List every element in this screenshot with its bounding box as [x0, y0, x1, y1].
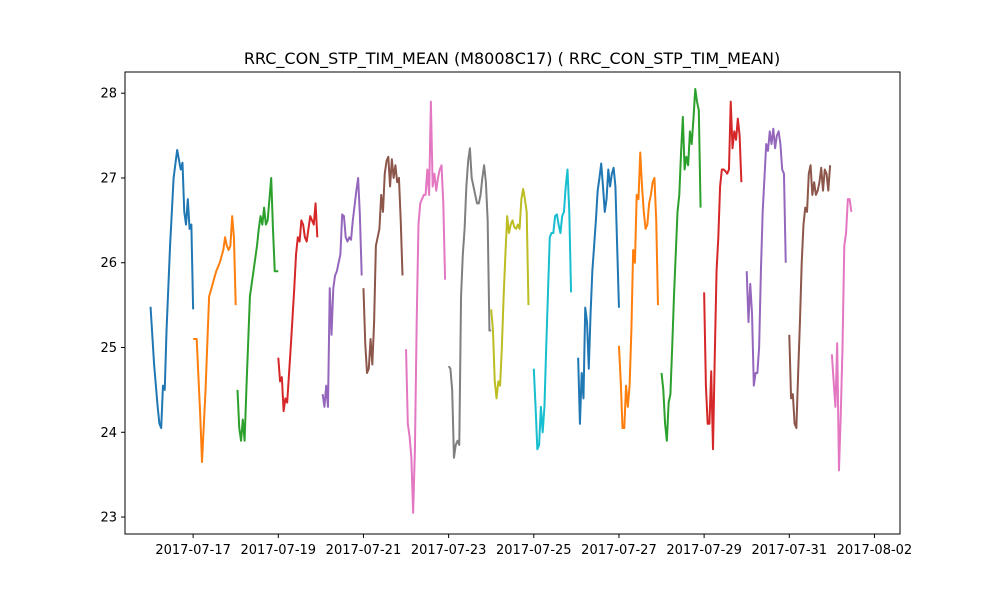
series-line-13 — [660, 87, 702, 442]
y-axis: 23 24 25 26 27 28 — [100, 87, 125, 526]
series-line-11 — [577, 162, 620, 425]
series-line-8 — [447, 147, 492, 459]
series-line-1 — [149, 148, 195, 430]
series-line-15 — [745, 127, 787, 387]
y-tick-label: 27 — [100, 171, 117, 186]
x-tick-label: 2017-07-23 — [411, 543, 487, 558]
x-tick-label: 2017-07-29 — [666, 543, 742, 558]
series-line-10 — [532, 168, 573, 451]
series-line-2 — [193, 215, 237, 463]
y-tick-label: 26 — [100, 256, 117, 271]
y-tick-label: 28 — [100, 87, 117, 102]
series-line-16 — [788, 164, 832, 430]
x-tick-label: 2017-07-19 — [241, 543, 317, 558]
series-line-14 — [703, 100, 743, 451]
x-tick-label: 2017-07-21 — [326, 543, 402, 558]
series-line-3 — [236, 176, 279, 442]
x-tick-label: 2017-07-17 — [155, 543, 231, 558]
series-line-9 — [490, 187, 530, 400]
series-line-6 — [362, 155, 404, 374]
series-line-7 — [405, 100, 447, 514]
x-tick-label: 2017-07-25 — [496, 543, 572, 558]
y-tick-label: 24 — [100, 426, 117, 441]
chart-title: RRC_CON_STP_TIM_MEAN (M8008C17) ( RRC_CO… — [244, 49, 780, 69]
x-tick-label: 2017-07-27 — [581, 543, 657, 558]
series-line-5 — [321, 176, 363, 408]
x-axis: 2017-07-17 2017-07-19 2017-07-21 2017-07-23… — [155, 534, 912, 558]
series-line-17 — [830, 198, 853, 472]
y-tick-label: 23 — [100, 511, 117, 526]
x-tick-label: 2017-08-02 — [837, 543, 913, 558]
x-tick-label: 2017-07-31 — [752, 543, 828, 558]
series-layer — [149, 87, 853, 514]
plot-frame — [124, 71, 901, 535]
series-line-4 — [277, 202, 319, 413]
y-tick-label: 25 — [100, 341, 117, 356]
series-line-12 — [617, 151, 659, 430]
